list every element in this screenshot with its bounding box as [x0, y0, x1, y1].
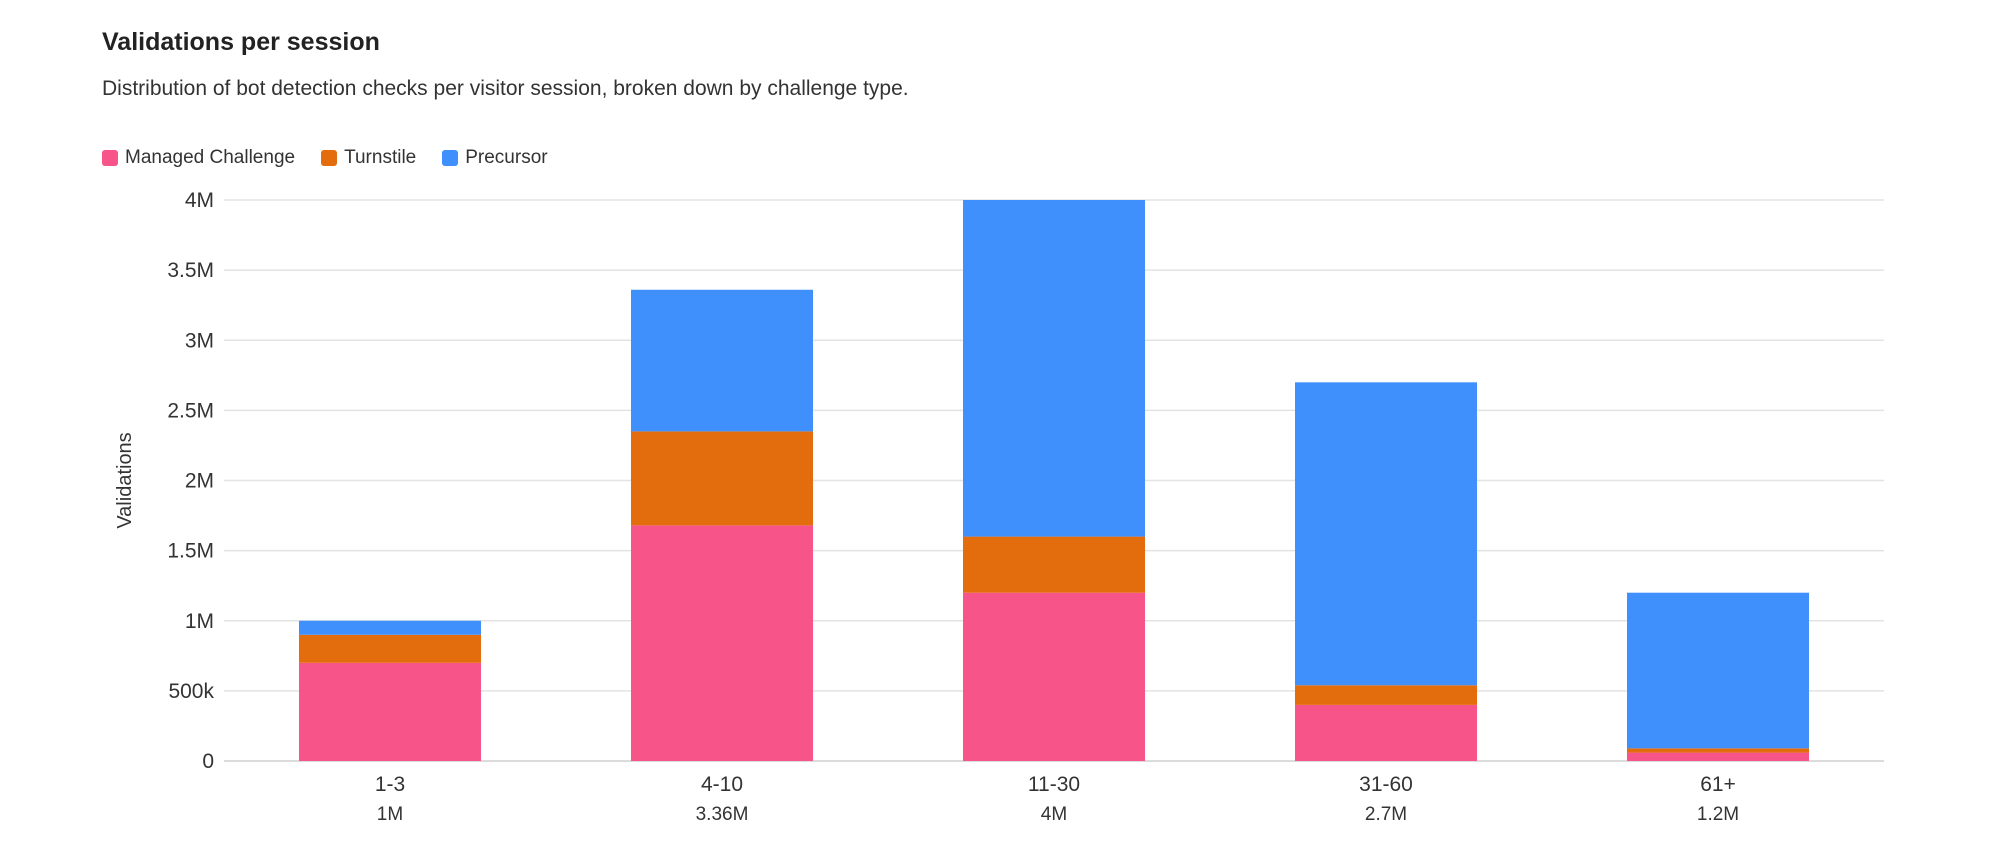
bar-managed-challenge-11-30[interactable]: [963, 592, 1145, 761]
y-tick-label: 1.5M: [167, 540, 214, 563]
chart-title: Validations per session: [102, 28, 380, 56]
bar-managed-challenge-1-3[interactable]: [299, 662, 481, 761]
x-tick-label: 11-30: [1028, 773, 1080, 796]
bar-total-label: 4M: [1041, 804, 1067, 825]
bar-managed-challenge-61+[interactable]: [1627, 752, 1809, 761]
y-tick-label: 0: [202, 750, 214, 773]
chart-legend: Managed Challenge Turnstile Precursor: [102, 147, 574, 169]
bar-precursor-61+[interactable]: [1627, 592, 1809, 749]
legend-swatch-turnstile: [321, 150, 338, 166]
x-tick-label: 1-3: [375, 773, 405, 796]
legend-label-precursor: Precursor: [465, 147, 548, 168]
bar-turnstile-1-3[interactable]: [299, 634, 481, 663]
bar-turnstile-11-30[interactable]: [963, 536, 1145, 593]
x-tick-label: 4-10: [701, 773, 743, 796]
x-tick-label: 61+: [1700, 773, 1736, 796]
bar-precursor-4-10[interactable]: [631, 289, 813, 432]
y-tick-label: 4M: [185, 189, 214, 212]
y-tick-label: 1M: [185, 610, 214, 633]
legend-item-managed-challenge[interactable]: Managed Challenge: [102, 147, 295, 169]
legend-swatch-managed-challenge: [102, 150, 118, 166]
bar-turnstile-61+[interactable]: [1627, 748, 1809, 753]
y-axis-title: Validations: [114, 432, 136, 528]
legend-item-precursor[interactable]: Precursor: [442, 147, 548, 169]
x-tick-label: 31-60: [1359, 773, 1413, 796]
bar-managed-challenge-4-10[interactable]: [631, 525, 813, 761]
bar-managed-challenge-31-60[interactable]: [1295, 704, 1477, 761]
bar-total-label: 1.2M: [1697, 804, 1739, 825]
y-tick-label: 500k: [168, 680, 214, 703]
bar-total-label: 3.36M: [696, 804, 749, 825]
legend-swatch-precursor: [442, 150, 459, 166]
bar-turnstile-31-60[interactable]: [1295, 685, 1477, 705]
y-tick-label: 3.5M: [167, 259, 214, 282]
bar-total-label: 2.7M: [1365, 804, 1407, 825]
legend-label-managed-challenge: Managed Challenge: [125, 147, 296, 168]
bar-turnstile-4-10[interactable]: [631, 431, 813, 526]
legend-label-turnstile: Turnstile: [344, 147, 417, 168]
bar-total-label: 1M: [377, 804, 403, 825]
bar-precursor-31-60[interactable]: [1295, 382, 1477, 686]
legend-item-turnstile[interactable]: Turnstile: [321, 147, 416, 169]
bar-precursor-1-3[interactable]: [299, 620, 481, 635]
y-tick-label: 2M: [185, 470, 214, 493]
y-tick-label: 3M: [185, 329, 214, 352]
chart-subtitle: Distribution of bot detection checks per…: [102, 77, 909, 100]
y-tick-label: 2.5M: [167, 399, 214, 422]
bar-precursor-11-30[interactable]: [963, 200, 1145, 537]
